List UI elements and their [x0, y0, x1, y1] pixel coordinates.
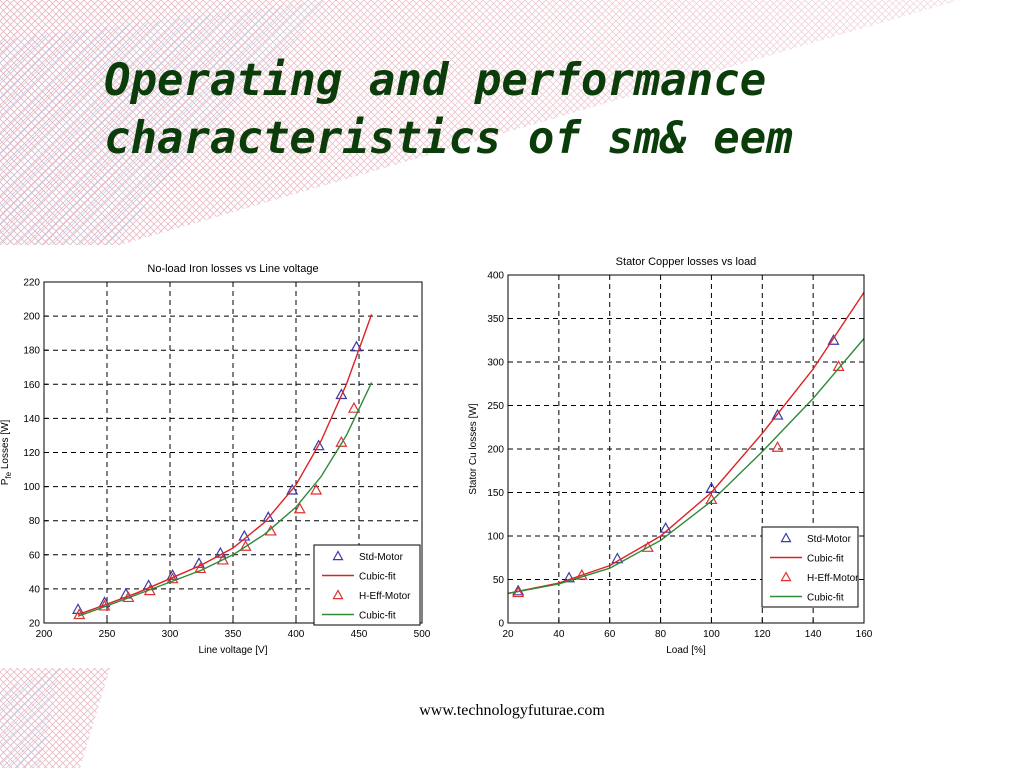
x-tick-label: 500 — [414, 629, 431, 640]
copper-losses-chart: Stator Copper losses vs load 20 40 60 80 100 1… — [462, 244, 874, 668]
legend-box — [313, 544, 421, 626]
y-tick-label: 200 — [23, 312, 40, 323]
legend-entry: H-Eff-Motor — [359, 591, 411, 602]
plot-frame — [43, 281, 423, 624]
data-point-std-motor — [335, 388, 348, 400]
footer-website: www.technologyfuturae.com — [419, 702, 605, 719]
data-point-std-motor — [192, 557, 205, 568]
x-tick-label: 300 — [162, 629, 179, 640]
legend-entry: H-Eff-Motor — [807, 573, 859, 584]
series-line-cubic-fit-red — [507, 292, 865, 595]
y-tick-label: 220 — [23, 278, 40, 289]
y-tick-label: 160 — [23, 380, 40, 391]
data-point-std-motor — [214, 546, 227, 558]
series-line-cubic-fit-green — [507, 338, 865, 595]
y-axis-label: Pfe Losses [W] — [0, 419, 13, 485]
y-axis-label: Stator Cu losses [W] — [468, 403, 479, 494]
data-point-h-eff-motor — [166, 572, 179, 584]
y-tick-label: 80 — [29, 516, 41, 527]
series-line-cubic-fit-red — [77, 314, 373, 616]
data-point-std-motor — [563, 571, 576, 583]
iron-losses-chart-svg: No-load Iron losses vs Line voltage 200 25… — [0, 263, 431, 656]
x-tick-label: 200 — [36, 629, 53, 640]
x-tick-label: 400 — [288, 629, 305, 640]
x-tick-label: 450 — [351, 629, 368, 640]
series-line-cubic-fit-green — [77, 382, 373, 617]
y-tick-label: 140 — [23, 414, 40, 425]
legend-entry: Std-Motor — [807, 534, 852, 545]
x-tick-label: 20 — [502, 629, 514, 640]
copper-losses-chart-svg: Stator Copper losses vs load 20 40 60 80 100 1… — [468, 256, 873, 656]
plot-frame — [507, 274, 865, 624]
x-tick-label: 40 — [553, 629, 565, 640]
data-point-h-eff-motor — [73, 608, 86, 620]
slide-title: Operating and performance characteristic… — [104, 52, 1004, 168]
x-tick-label: 160 — [856, 629, 873, 640]
data-point-std-motor — [827, 334, 840, 345]
data-point-std-motor — [312, 439, 325, 451]
legend-entry: Cubic-fit — [807, 554, 844, 565]
data-point-std-motor — [350, 340, 363, 352]
legend-entry: Cubic-fit — [359, 611, 396, 622]
data-point-std-motor — [166, 569, 179, 580]
data-point-std-motor — [771, 408, 784, 420]
data-point-std-motor — [262, 511, 275, 522]
y-tick-label: 50 — [493, 575, 505, 586]
data-point-h-eff-motor — [641, 541, 654, 552]
x-tick-label: 120 — [754, 629, 771, 640]
y-axis-label-rest: Losses [W] — [0, 419, 11, 471]
legend-entry: Cubic-fit — [807, 593, 844, 604]
data-point-h-eff-motor — [575, 568, 588, 580]
y-tick-label: 400 — [487, 271, 504, 282]
x-tick-label: 80 — [655, 629, 667, 640]
y-tick-label: 350 — [487, 314, 504, 325]
y-tick-label: 300 — [487, 358, 504, 369]
slide-title-line-2: characteristics of sm& eem — [104, 113, 793, 164]
x-tick-label: 100 — [703, 629, 720, 640]
iron-losses-chart: No-load Iron losses vs Line voltage 200 25… — [0, 248, 436, 668]
data-point-h-eff-motor — [216, 553, 229, 565]
legend-marker-swatch — [780, 571, 792, 582]
data-point-h-eff-motor — [293, 502, 306, 514]
y-tick-label: 120 — [23, 448, 40, 459]
x-axis-label: Load [%] — [666, 645, 706, 656]
y-tick-label: 250 — [487, 401, 504, 412]
data-point-std-motor — [286, 483, 299, 495]
y-axis-label-subscript: fe — [4, 471, 13, 478]
data-point-h-eff-motor — [771, 441, 784, 452]
data-point-std-motor — [611, 552, 624, 564]
x-tick-label: 140 — [805, 629, 822, 640]
legend-marker-swatch — [332, 550, 344, 561]
data-point-h-eff-motor — [310, 483, 323, 495]
legend-entry: Cubic-fit — [359, 572, 396, 583]
y-tick-label: 20 — [29, 619, 41, 630]
slide-title-line-1: Operating and performance — [104, 55, 767, 106]
y-tick-label: 100 — [23, 482, 40, 493]
x-tick-label: 250 — [99, 629, 116, 640]
x-axis-label: Line voltage [V] — [199, 645, 268, 656]
y-tick-label: 0 — [498, 619, 504, 630]
data-point-h-eff-motor — [194, 562, 207, 574]
legend-entry: Std-Motor — [359, 552, 404, 563]
y-tick-label: 100 — [487, 532, 504, 543]
x-tick-label: 350 — [225, 629, 242, 640]
data-point-h-eff-motor — [335, 436, 348, 447]
data-point-h-eff-motor — [347, 401, 360, 413]
legend-box — [761, 526, 859, 608]
chart-title: Stator Copper losses vs load — [616, 256, 757, 268]
legend-marker-swatch — [780, 532, 792, 543]
y-tick-label: 150 — [487, 488, 504, 499]
legend-marker-swatch — [332, 589, 344, 600]
data-point-std-motor — [238, 529, 251, 541]
y-axis-label-main: P — [0, 478, 11, 485]
y-tick-label: 200 — [487, 445, 504, 456]
y-tick-label: 60 — [29, 550, 41, 561]
y-tick-label: 180 — [23, 346, 40, 357]
y-tick-label: 40 — [29, 584, 41, 595]
chart-title: No-load Iron losses vs Line voltage — [147, 263, 318, 275]
data-point-std-motor — [72, 603, 85, 614]
x-tick-label: 60 — [604, 629, 616, 640]
